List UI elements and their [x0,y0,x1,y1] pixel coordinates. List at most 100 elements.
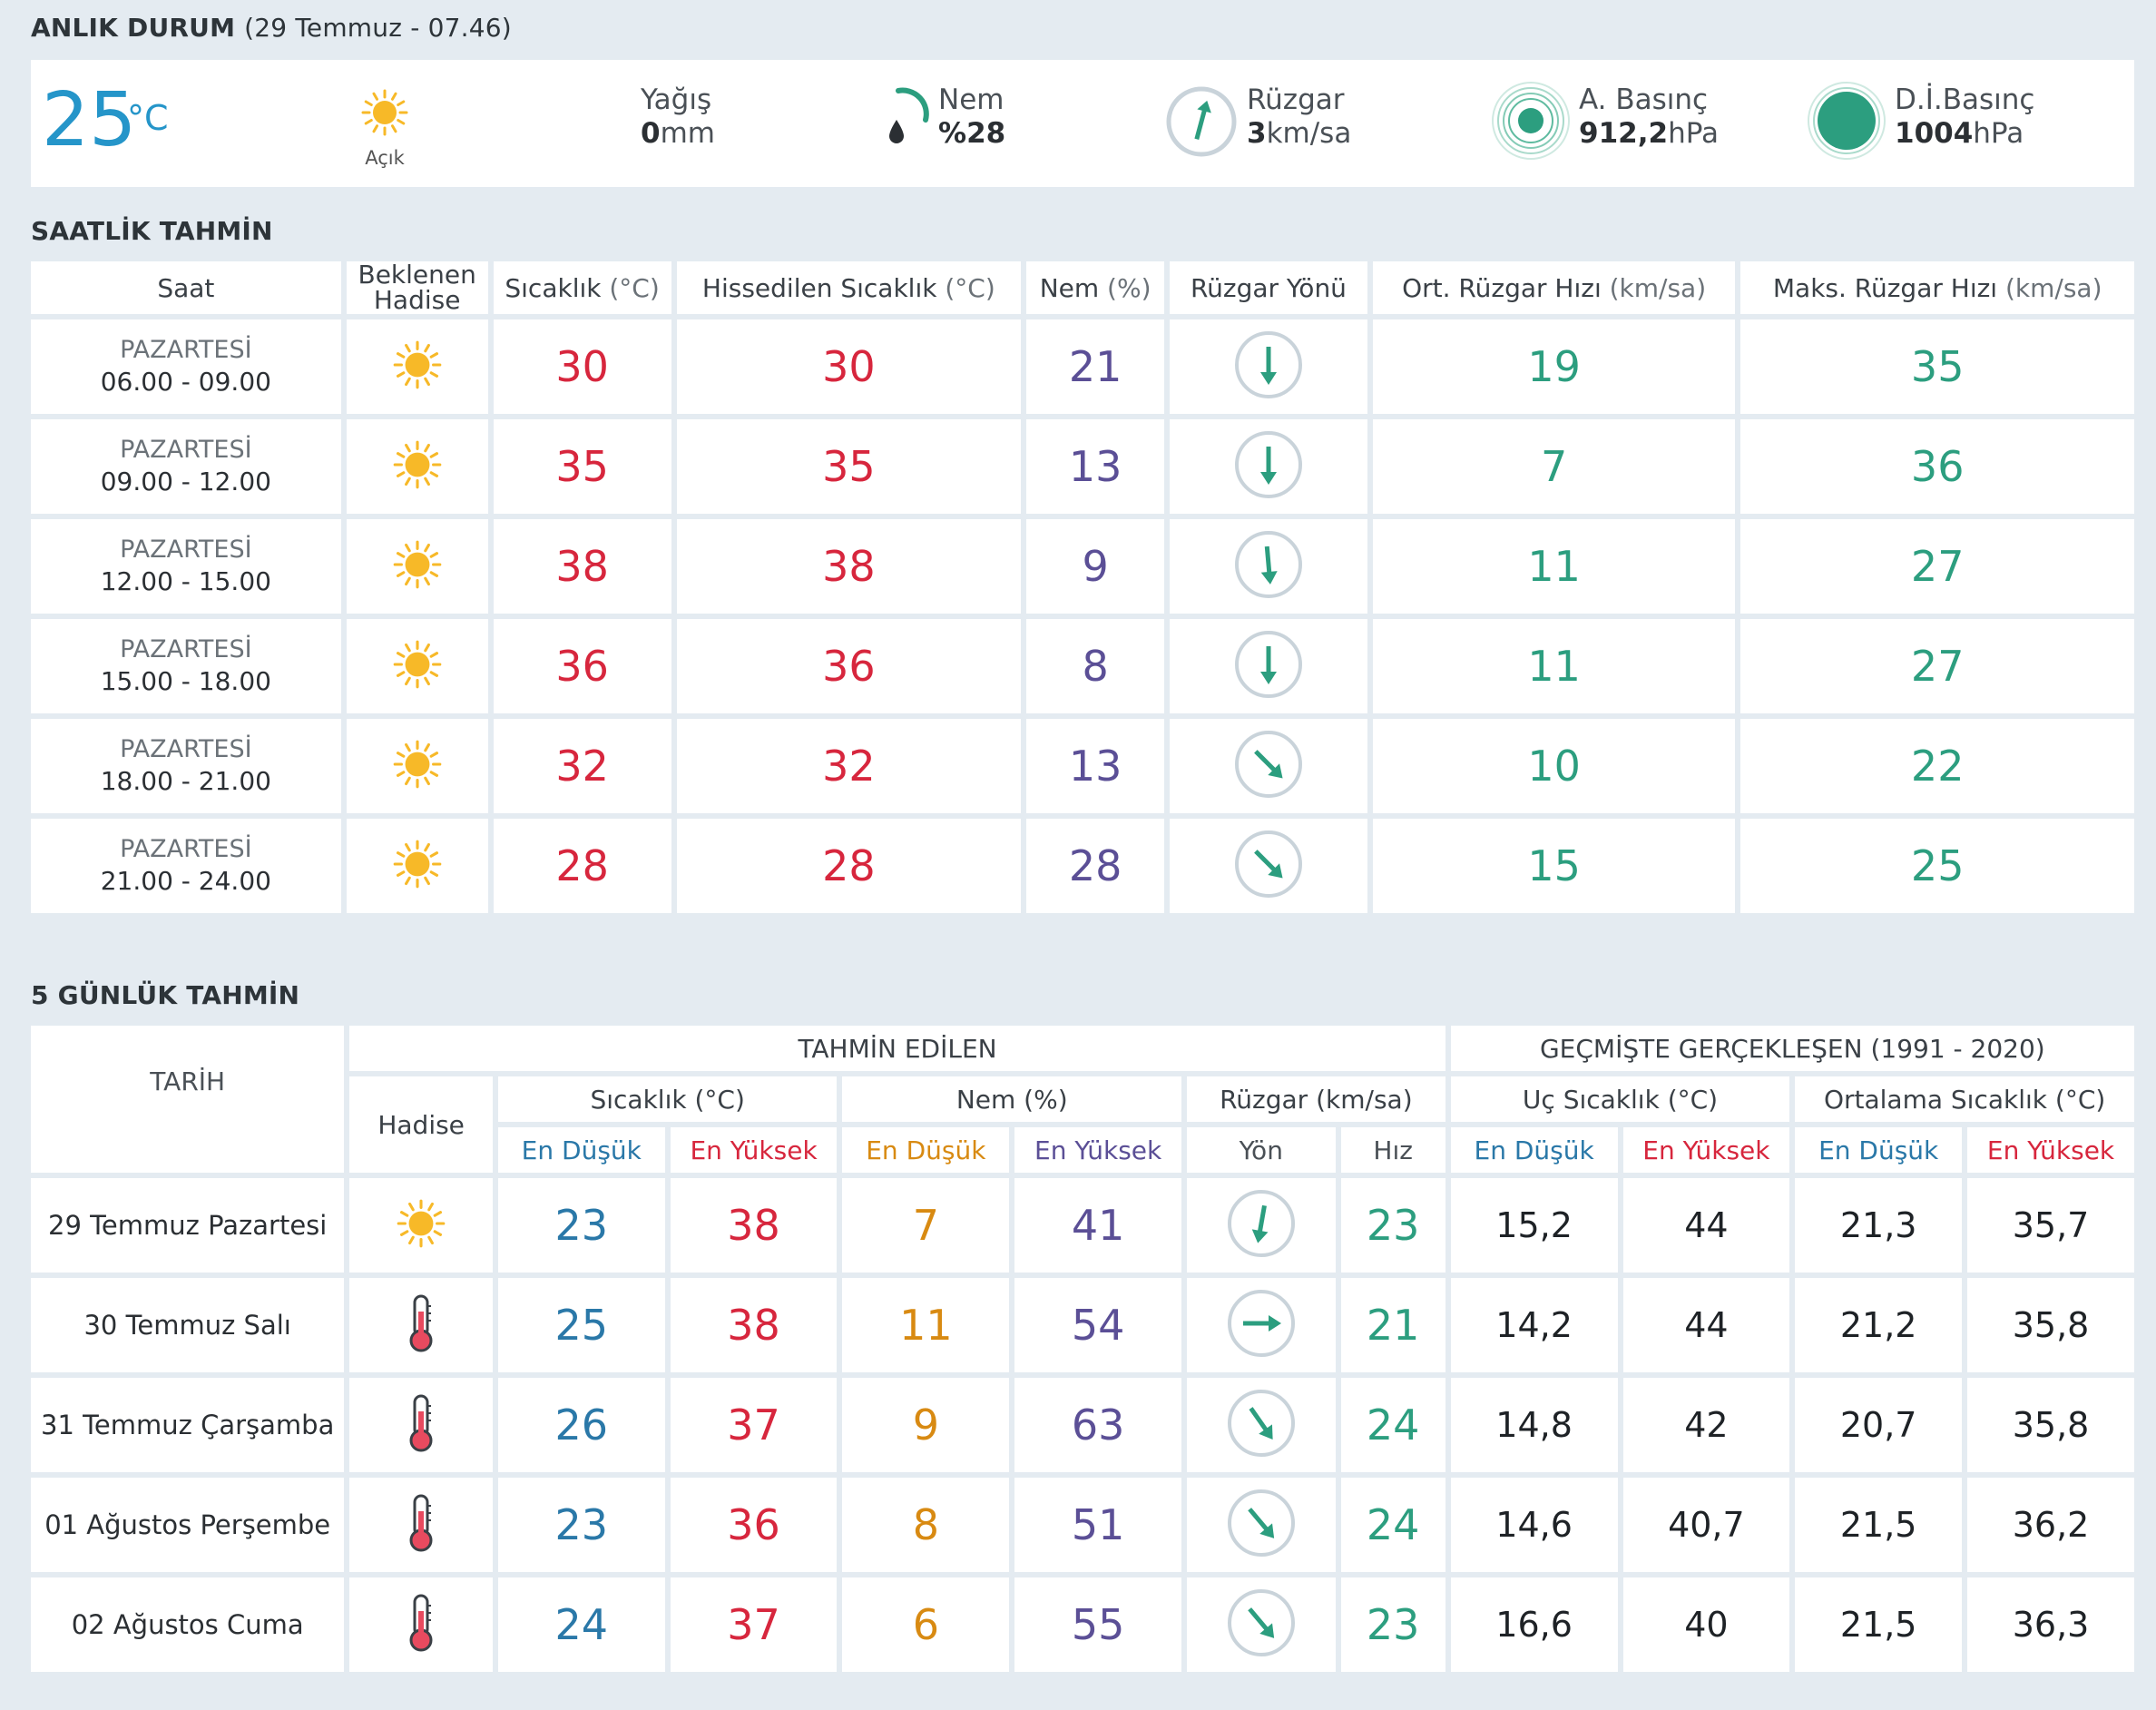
daily-header-humidity-max: En Yüksek [1014,1127,1182,1173]
wind-direction-icon [1225,1587,1298,1663]
hourly-wind-max: 36 [1740,419,2134,514]
table-row: PAZARTESİ 15.00 - 18.00 36 36 8 11 27 [31,619,2134,713]
pressure-d-value: 1004 [1895,117,1974,151]
table-row: PAZARTESİ 09.00 - 12.00 35 35 13 7 36 [31,419,2134,514]
daily-temp-max: 38 [670,1178,838,1273]
hourly-feels: 35 [676,419,1022,514]
rain-value: 0 [641,117,661,151]
hourly-event-cell [346,819,488,913]
hourly-header-feels-unit: (°C) [945,272,995,303]
daily-humidity-min: 9 [842,1378,1010,1472]
wind-direction-icon [1225,1387,1298,1463]
current-condition: Açık [330,85,439,169]
daily-average-max: 35,8 [1967,1378,2134,1472]
daily-header-humidity: Nem (%) [842,1076,1182,1122]
hourly-header-temp: Sıcaklık (°C) [493,261,671,314]
rain-block: Yağış 0mm [641,84,715,151]
daily-date: 02 Ağustos Cuma [31,1577,345,1672]
daily-wind-dir-cell [1187,1478,1336,1572]
hourly-event-cell [346,519,488,614]
daily-header-wind: Rüzgar (km/sa) [1187,1076,1446,1122]
hourly-day: PAZARTESİ [120,635,252,664]
hourly-header-temp-unit: (°C) [609,272,660,303]
hourly-day: PAZARTESİ [120,735,252,764]
daily-header-average-max: En Yüksek [1967,1127,2134,1173]
now-section-title: ANLIK DURUM (29 Temmuz - 07.46) [31,13,512,43]
daily-average-min: 21,2 [1795,1278,1963,1372]
daily-header-wind-speed: Hız [1340,1127,1446,1173]
hourly-temp: 35 [493,419,671,514]
wind-direction-icon [1232,628,1305,704]
hourly-time-cell: PAZARTESİ 06.00 - 09.00 [31,319,341,414]
daily-extreme-max: 40 [1622,1577,1790,1672]
wind-direction-icon [1225,1487,1298,1563]
daily-header-humidity-min: En Düşük [842,1127,1010,1173]
hourly-wind-avg: 7 [1372,419,1736,514]
hourly-header-wind-max-label: Maks. Rüzgar Hızı [1772,272,1998,303]
hourly-wind-avg: 11 [1372,619,1736,713]
table-row: 02 Ağustos Cuma 24 37 6 55 23 16,6 40 21,5 36,3 [31,1577,2134,1672]
hourly-temp: 28 [493,819,671,913]
daily-section-title: 5 GÜNLÜK TAHMİN [31,980,300,1010]
daily-average-max: 35,8 [1967,1278,2134,1372]
thermometer-icon [403,1293,439,1357]
daily-event-cell [349,1178,493,1273]
table-row: 31 Temmuz Çarşamba 26 37 9 63 24 14,8 42 20,7 35,… [31,1378,2134,1472]
sun-icon [389,736,446,796]
wind-direction-icon [1225,1187,1298,1263]
table-row: PAZARTESİ 18.00 - 21.00 32 32 13 10 22 [31,719,2134,813]
hourly-time-range: 18.00 - 21.00 [100,766,271,797]
current-condition-label: Açık [365,147,405,169]
thermometer-icon [403,1393,439,1457]
table-row: 01 Ağustos Perşembe 23 36 8 51 24 14,6 40,7 21,5… [31,1478,2134,1572]
hourly-wind-max: 27 [1740,519,2134,614]
hourly-time-range: 12.00 - 15.00 [100,566,271,597]
hourly-humidity: 28 [1026,819,1165,913]
daily-extreme-min: 14,2 [1450,1278,1618,1372]
daily-event-cell [349,1278,493,1372]
sun-icon [358,89,412,143]
daily-temp-min: 23 [497,1178,665,1273]
hourly-event-cell [346,319,488,414]
daily-header-event: Hadise [349,1076,493,1173]
daily-average-min: 20,7 [1795,1378,1963,1472]
hourly-time-range: 15.00 - 18.00 [100,666,271,697]
daily-wind-dir-cell [1187,1577,1336,1672]
daily-temp-min: 25 [497,1278,665,1372]
hourly-wind-avg: 15 [1372,819,1736,913]
pressure-d-block: D.İ.Basınç 1004hPa [1895,84,2034,151]
hourly-wind-avg: 19 [1372,319,1736,414]
hourly-section-title: SAATLİK TAHMİN [31,216,273,246]
daily-wind-speed: 24 [1340,1478,1446,1572]
daily-extreme-max: 40,7 [1622,1478,1790,1572]
hourly-wind-avg: 11 [1372,519,1736,614]
hourly-wind-max: 22 [1740,719,2134,813]
wind-label: Rüzgar [1247,84,1345,116]
daily-humidity-min: 11 [842,1278,1010,1372]
hourly-time-range: 06.00 - 09.00 [100,367,271,398]
humidity-value: 28 [966,117,1006,151]
hourly-day: PAZARTESİ [120,436,252,465]
hourly-humidity: 13 [1026,419,1165,514]
daily-header-row-3: En Düşük En Yüksek En Düşük En Yüksek Yö… [31,1127,2134,1173]
hourly-time-cell: PAZARTESİ 18.00 - 21.00 [31,719,341,813]
hourly-header-humidity-label: Nem [1039,272,1100,303]
daily-header-history: GEÇMİŞTE GERÇEKLEŞEN (1991 - 2020) [1450,1026,2134,1071]
daily-average-max: 36,2 [1967,1478,2134,1572]
humidity-prefix: % [938,117,967,151]
humidity-label: Nem [938,84,1004,116]
wind-value: 3 [1247,117,1267,151]
current-conditions-panel: 25 °C Açık Yağış 0mm Nem %28 Rüzgar 3km/… [31,60,2134,187]
wind-direction-icon [1165,85,1238,162]
sun-icon [389,536,446,596]
hourly-feels: 38 [676,519,1022,614]
hourly-event-cell [346,719,488,813]
hourly-wind-dir-cell [1170,719,1367,813]
hourly-time-cell: PAZARTESİ 15.00 - 18.00 [31,619,341,713]
rain-unit: mm [660,117,715,151]
table-row: 29 Temmuz Pazartesi 23 38 7 41 23 15,2 44 21,3 35… [31,1178,2134,1273]
daily-extreme-min: 15,2 [1450,1178,1618,1273]
now-datetime: (29 Temmuz - 07.46) [244,13,512,43]
daily-humidity-max: 54 [1014,1278,1182,1372]
hourly-header-feels: Hissedilen Sıcaklık (°C) [676,261,1022,314]
